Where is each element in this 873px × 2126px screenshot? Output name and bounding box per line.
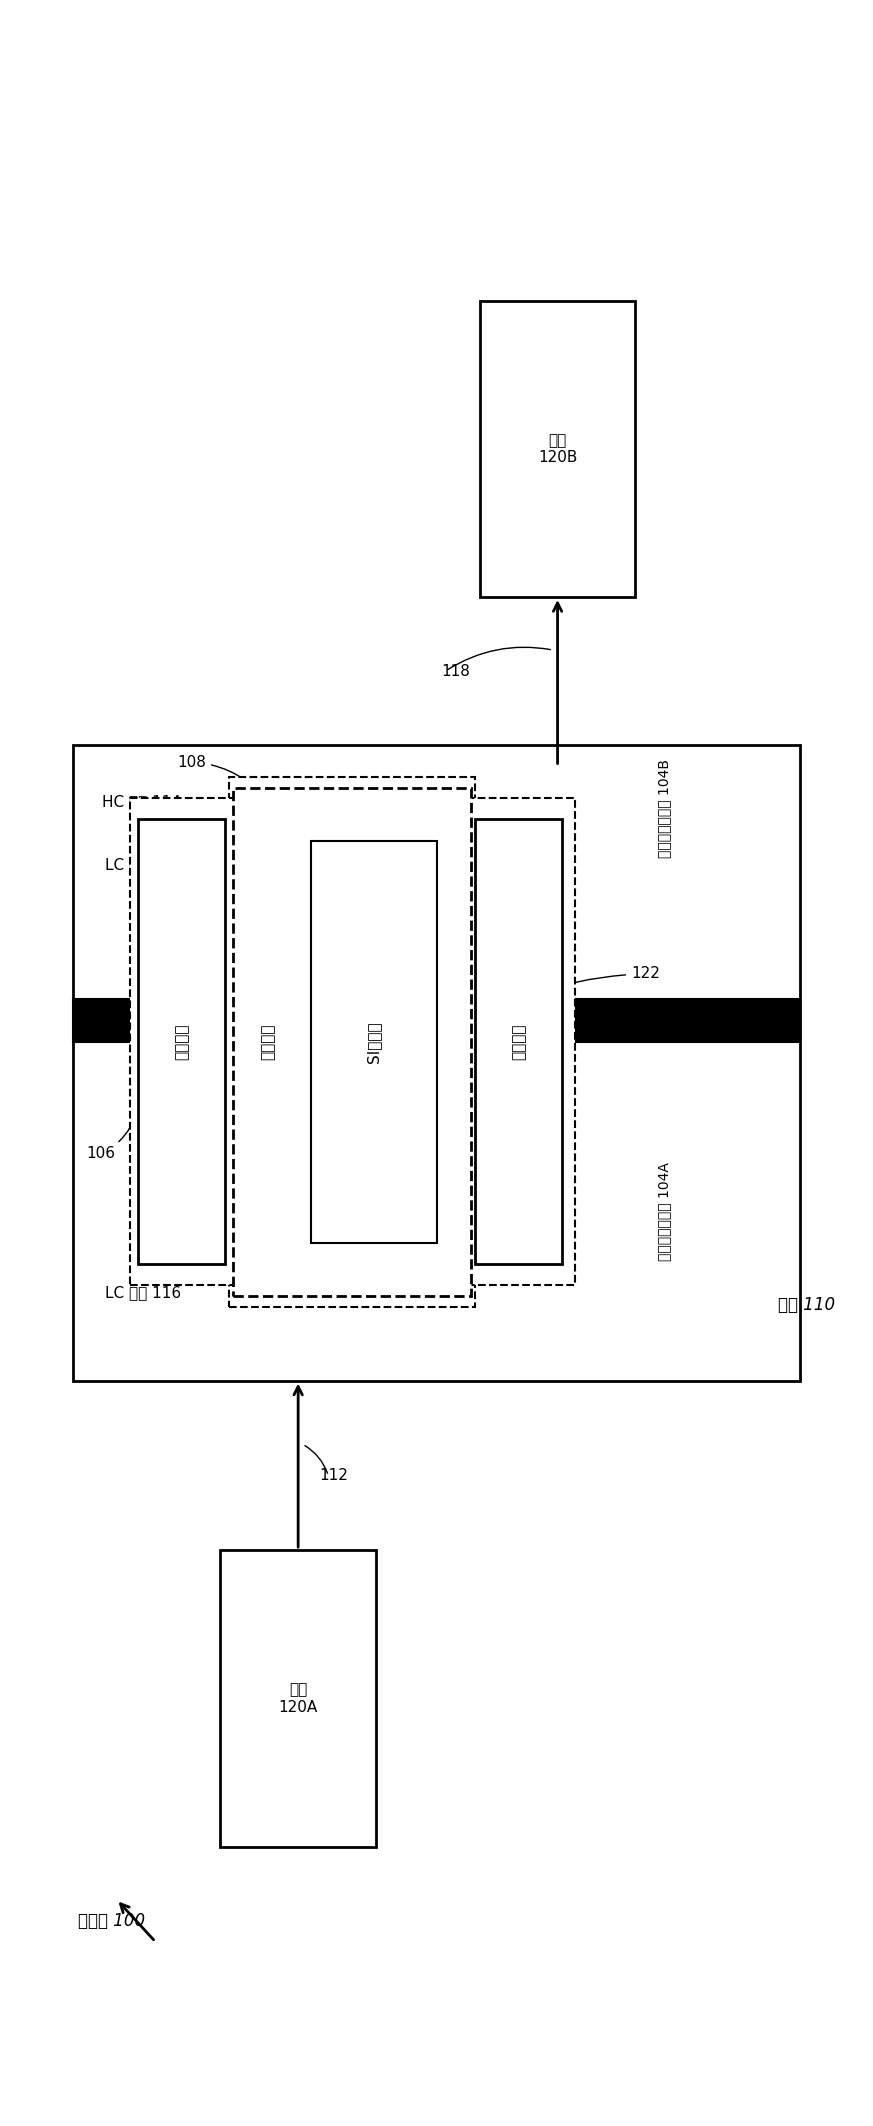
Bar <box>129 797 237 1286</box>
Bar <box>467 797 574 1286</box>
Text: SI移相器: SI移相器 <box>366 1020 381 1063</box>
Bar <box>233 789 471 1297</box>
Text: LC 区域 116: LC 区域 116 <box>106 1286 182 1301</box>
Text: 开关元件: 开关元件 <box>260 1023 275 1061</box>
Text: 输入端口: 输入端口 <box>174 1023 189 1061</box>
Text: 斑点尺寸转换器 104A: 斑点尺寸转换器 104A <box>657 1161 671 1261</box>
Bar <box>220 1550 376 1847</box>
Bar <box>480 300 636 597</box>
Text: HC 区域 114: HC 区域 114 <box>102 793 182 808</box>
Text: 光纤
120B: 光纤 120B <box>538 434 577 466</box>
Text: 112: 112 <box>320 1469 348 1484</box>
Text: 118: 118 <box>441 663 470 678</box>
Bar <box>476 819 562 1265</box>
Text: 108: 108 <box>177 755 271 806</box>
Text: 输出端口: 输出端口 <box>512 1023 526 1061</box>
Bar <box>138 819 224 1265</box>
Bar <box>73 999 800 1042</box>
Text: 斑点尺寸转换器 104B: 斑点尺寸转换器 104B <box>657 759 671 859</box>
Bar <box>229 778 476 1307</box>
Bar <box>73 746 800 1380</box>
Text: 调制器 100: 调制器 100 <box>78 1911 145 1930</box>
Text: 光纤
120A: 光纤 120A <box>278 1682 318 1714</box>
Bar <box>311 840 436 1244</box>
Text: 122: 122 <box>443 967 660 1040</box>
Text: LC 区域 116: LC 区域 116 <box>106 857 182 872</box>
Text: 106: 106 <box>86 1108 138 1161</box>
Text: 102: 102 <box>195 904 234 944</box>
Text: 基板 110: 基板 110 <box>778 1297 835 1314</box>
